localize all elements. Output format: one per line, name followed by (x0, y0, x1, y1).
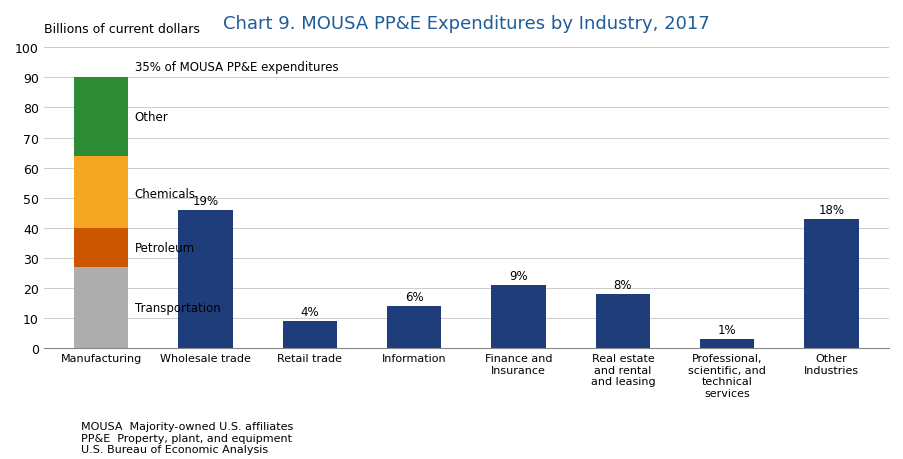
Bar (386, 306, 441, 348)
Bar (595, 294, 649, 348)
Text: 8%: 8% (613, 279, 631, 291)
Bar (804, 219, 858, 348)
Text: 19%: 19% (192, 195, 219, 208)
Text: 6%: 6% (405, 291, 423, 303)
Text: Billions of current dollars: Billions of current dollars (43, 23, 200, 36)
Bar (74, 156, 128, 228)
Text: 1%: 1% (717, 324, 736, 336)
Bar (699, 339, 753, 348)
Text: 35% of MOUSA PP&E expenditures: 35% of MOUSA PP&E expenditures (135, 61, 338, 74)
Text: Transportation: Transportation (135, 301, 220, 314)
Bar (74, 78, 128, 156)
Bar (74, 228, 128, 267)
Text: MOUSA  Majority-owned U.S. affiliates
PP&E  Property, plant, and equipment
U.S. : MOUSA Majority-owned U.S. affiliates PP&… (81, 421, 293, 454)
Bar (178, 210, 232, 348)
Bar (283, 321, 337, 348)
Bar (491, 285, 545, 348)
Title: Chart 9. MOUSA PP&E Expenditures by Industry, 2017: Chart 9. MOUSA PP&E Expenditures by Indu… (223, 15, 709, 33)
Text: Other: Other (135, 111, 168, 124)
Text: 9%: 9% (508, 269, 527, 283)
Text: Petroleum: Petroleum (135, 241, 194, 254)
Text: 4%: 4% (300, 306, 319, 319)
Bar (74, 267, 128, 348)
Text: Chemicals: Chemicals (135, 187, 195, 200)
Text: 18%: 18% (818, 204, 843, 217)
